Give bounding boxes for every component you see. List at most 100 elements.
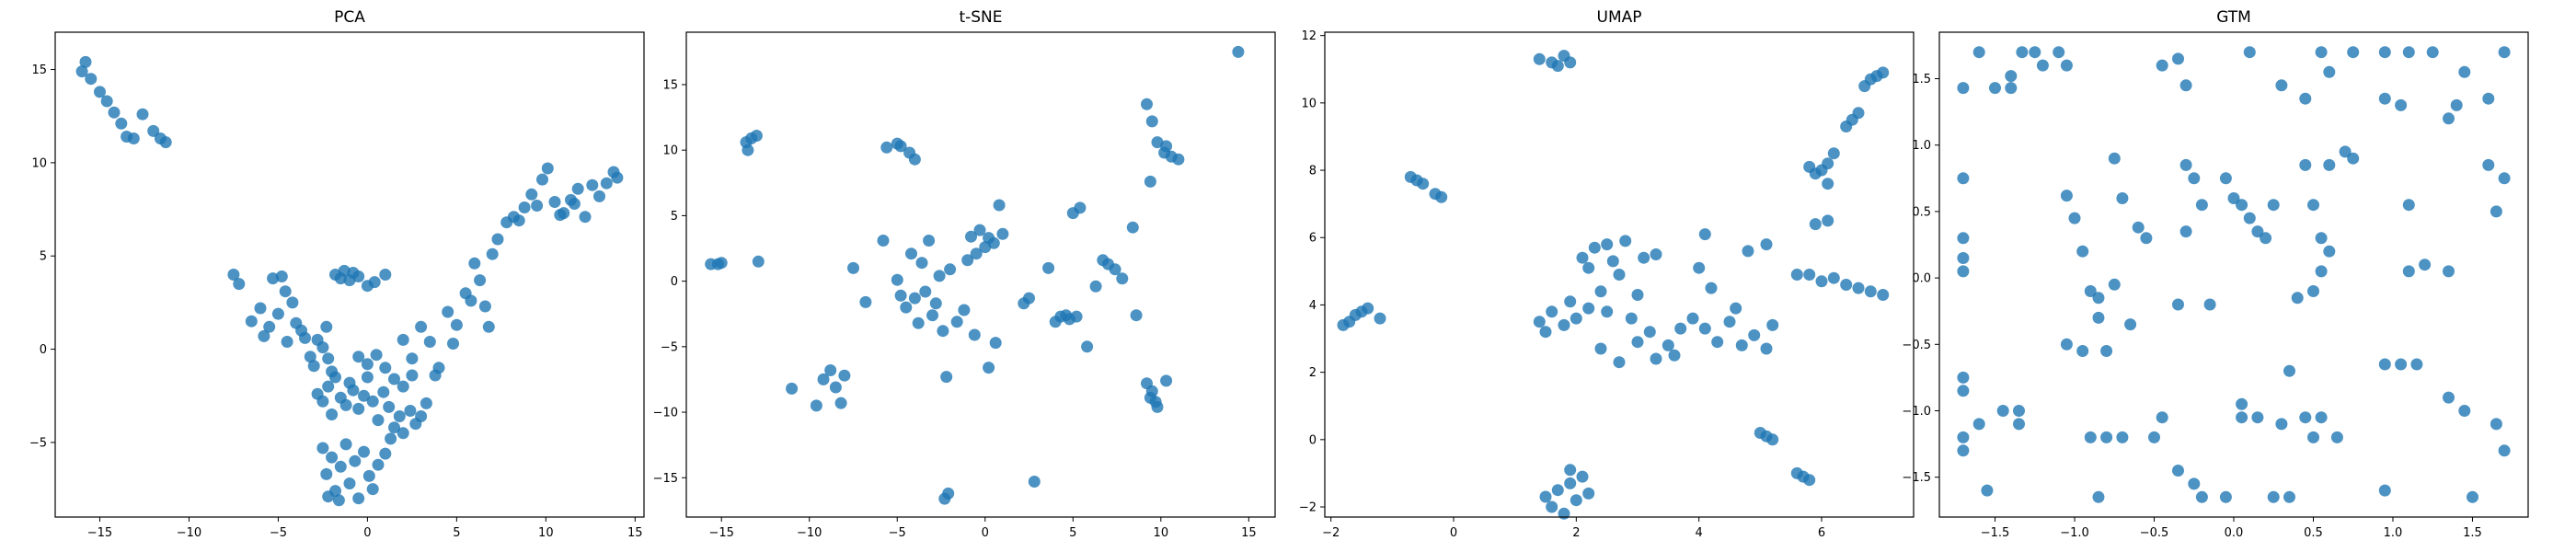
y-tick-label: 5 <box>40 250 47 264</box>
data-point <box>352 492 365 505</box>
data-point <box>817 373 830 385</box>
y-tick-label: 0 <box>40 343 47 357</box>
data-point <box>2299 92 2312 105</box>
y-tick-label: 4 <box>1309 299 1317 313</box>
data-point <box>2490 418 2502 431</box>
data-point <box>1160 374 1173 387</box>
data-point <box>2053 46 2065 59</box>
scatter-points <box>705 45 1245 505</box>
data-point <box>334 460 347 473</box>
data-point <box>366 483 379 496</box>
data-point <box>1558 507 1570 520</box>
data-point <box>2419 259 2432 271</box>
data-point <box>944 263 957 276</box>
data-point <box>2299 411 2312 424</box>
data-point <box>2219 490 2232 503</box>
data-point <box>1730 302 1742 315</box>
data-point <box>2490 205 2502 218</box>
data-point <box>2426 46 2439 59</box>
data-point <box>1760 238 1773 251</box>
data-point <box>115 117 128 130</box>
data-point <box>2267 490 2280 503</box>
chart-panel-gtm: GTM −1.5 −1.0 −0.5 0.0 0.5 1.0 1.5 −1.5 −1.0 −0.5 0… <box>1902 8 2529 540</box>
plot-frame <box>1938 31 2529 518</box>
y-tick-label: −10 <box>653 407 678 420</box>
data-point <box>961 254 974 267</box>
plot-frame <box>685 31 1276 518</box>
data-point <box>2339 145 2352 158</box>
data-point <box>339 438 352 451</box>
y-tick-label: 0 <box>671 275 678 289</box>
data-point <box>2092 490 2105 503</box>
data-point <box>2179 79 2192 92</box>
x-tick-label: 4 <box>1696 526 1703 540</box>
data-point <box>548 196 561 208</box>
data-point <box>512 214 525 227</box>
data-point <box>279 285 292 298</box>
data-point <box>415 320 428 333</box>
data-point <box>316 442 329 454</box>
data-point <box>518 201 531 213</box>
plot-frame <box>54 31 645 518</box>
y-tick-label: 10 <box>662 144 678 158</box>
data-point <box>1650 352 1662 365</box>
data-point <box>2092 311 2105 324</box>
data-point <box>1594 285 1607 298</box>
data-point <box>1815 275 1828 288</box>
data-point <box>397 333 409 346</box>
data-point <box>1972 46 1985 59</box>
data-point <box>1766 318 1779 331</box>
data-point <box>968 328 981 341</box>
data-point <box>299 331 311 344</box>
data-point <box>159 136 172 149</box>
data-point <box>891 273 903 286</box>
data-point <box>2378 484 2391 497</box>
data-point <box>579 211 592 224</box>
data-point <box>2498 444 2511 457</box>
x-tick-label: 1.0 <box>2384 526 2403 540</box>
data-point <box>531 200 544 212</box>
data-point <box>1576 251 1589 264</box>
data-point <box>227 269 240 281</box>
data-point <box>2172 465 2184 477</box>
data-point <box>271 307 284 320</box>
data-point <box>370 349 383 362</box>
data-point <box>2315 46 2328 59</box>
data-point <box>1693 261 1706 274</box>
x-tick-label: 10 <box>1154 526 1169 540</box>
chart-title: GTM <box>2216 8 2251 27</box>
data-point <box>2243 46 2256 59</box>
x-tick-label: 0 <box>982 526 989 540</box>
data-point <box>465 294 477 307</box>
data-point <box>1126 221 1139 234</box>
data-point <box>94 86 106 98</box>
data-point <box>2299 158 2312 171</box>
data-point <box>1160 140 1173 153</box>
data-point <box>915 257 928 270</box>
data-point <box>2243 212 2256 224</box>
y-tick-label: 0.0 <box>1912 272 1931 286</box>
data-point <box>2395 358 2408 371</box>
y-tick-label: 15 <box>31 63 47 77</box>
data-point <box>1435 190 1448 203</box>
data-point <box>2172 298 2184 311</box>
data-point <box>1766 433 1779 446</box>
data-point <box>2179 158 2192 171</box>
data-point <box>989 337 1002 350</box>
data-point <box>2195 199 2208 212</box>
data-point <box>1343 316 1356 328</box>
data-point <box>254 302 267 315</box>
data-point <box>2307 199 2319 212</box>
data-point <box>987 236 1000 249</box>
data-point <box>388 421 400 434</box>
x-tick-label: 15 <box>1241 526 1257 540</box>
data-point <box>1638 251 1650 264</box>
data-point <box>1760 342 1773 355</box>
x-tick-label: −5 <box>270 526 287 540</box>
data-point <box>1564 477 1577 489</box>
data-point <box>593 190 605 202</box>
data-point <box>880 141 893 154</box>
data-point <box>320 467 333 480</box>
data-point <box>322 380 335 393</box>
data-point <box>2347 46 2360 59</box>
